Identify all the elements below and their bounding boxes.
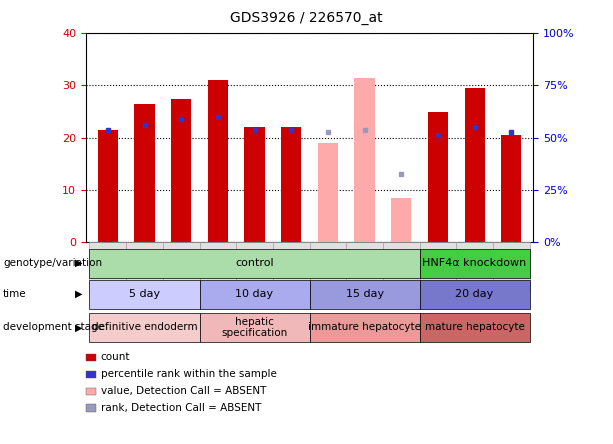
Bar bbox=[391, 198, 411, 242]
Text: hepatic
specification: hepatic specification bbox=[221, 317, 287, 338]
Bar bbox=[465, 88, 485, 242]
Text: 15 day: 15 day bbox=[346, 289, 384, 299]
Bar bbox=[134, 104, 154, 242]
Text: time: time bbox=[3, 289, 27, 299]
Bar bbox=[354, 78, 375, 242]
Text: count: count bbox=[101, 353, 130, 362]
Bar bbox=[501, 135, 522, 242]
Text: 20 day: 20 day bbox=[455, 289, 493, 299]
Text: definitive endoderm: definitive endoderm bbox=[92, 322, 197, 333]
Text: percentile rank within the sample: percentile rank within the sample bbox=[101, 369, 276, 379]
Bar bbox=[208, 80, 228, 242]
Text: 5 day: 5 day bbox=[129, 289, 160, 299]
Text: control: control bbox=[235, 258, 274, 268]
Text: rank, Detection Call = ABSENT: rank, Detection Call = ABSENT bbox=[101, 403, 261, 413]
Bar bbox=[428, 111, 448, 242]
Bar bbox=[171, 99, 191, 242]
Text: development stage: development stage bbox=[3, 322, 104, 333]
Bar bbox=[281, 127, 302, 242]
Text: ▶: ▶ bbox=[75, 289, 83, 299]
Text: mature hepatocyte: mature hepatocyte bbox=[425, 322, 525, 333]
Bar bbox=[245, 127, 265, 242]
Text: HNF4α knockdown: HNF4α knockdown bbox=[422, 258, 527, 268]
Bar bbox=[97, 130, 118, 242]
Text: ▶: ▶ bbox=[75, 258, 83, 268]
Text: GDS3926 / 226570_at: GDS3926 / 226570_at bbox=[230, 11, 383, 25]
Text: genotype/variation: genotype/variation bbox=[3, 258, 102, 268]
Bar bbox=[318, 143, 338, 242]
Text: 10 day: 10 day bbox=[235, 289, 273, 299]
Text: ▶: ▶ bbox=[75, 322, 83, 333]
Text: value, Detection Call = ABSENT: value, Detection Call = ABSENT bbox=[101, 386, 266, 396]
Text: immature hepatocyte: immature hepatocyte bbox=[308, 322, 421, 333]
